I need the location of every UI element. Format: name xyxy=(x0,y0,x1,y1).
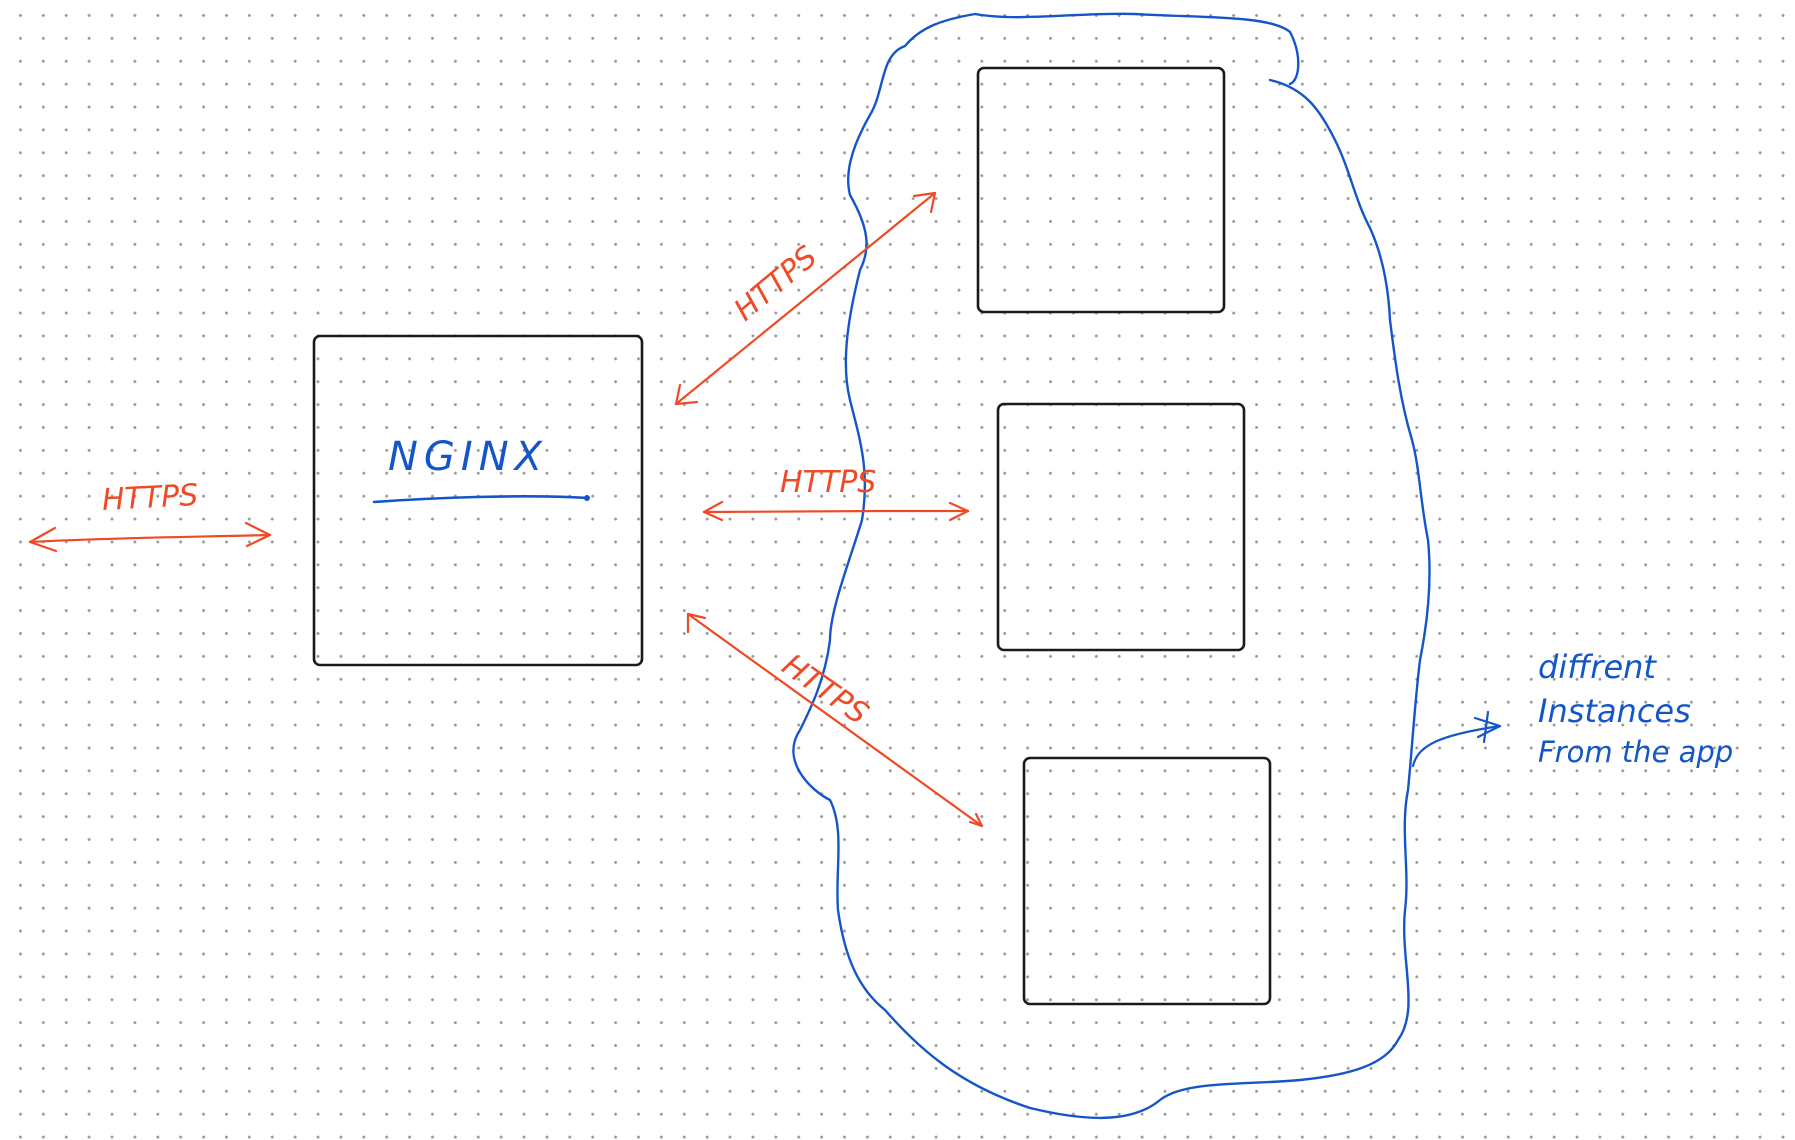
annotation-line-3: From the app xyxy=(1538,735,1733,769)
app-instance-box-middle xyxy=(996,402,1246,652)
instance-group-outline xyxy=(792,12,1431,1120)
nginx-underline-dot xyxy=(584,495,590,501)
nginx-label: NGINX xyxy=(388,434,548,480)
nginx-box xyxy=(312,334,644,667)
annotation-line-1: diffrent xyxy=(1538,648,1657,686)
annotation-pointer-arrow xyxy=(1411,710,1502,768)
nginx-underline xyxy=(372,495,589,504)
annotation-line-2: Instances xyxy=(1538,692,1691,730)
client-https-label: HTTPS xyxy=(101,478,199,518)
https-label-bottom: HTTPS xyxy=(775,648,874,732)
https-label-middle: HTTPS xyxy=(780,465,876,500)
app-instance-box-bottom xyxy=(1022,756,1272,1006)
https-arrow-to-middle-instance xyxy=(702,500,970,522)
client-https-arrow xyxy=(28,521,272,553)
app-instance-box-top xyxy=(976,66,1226,314)
https-arrow-to-top-instance xyxy=(674,191,937,406)
https-label-top: HTTPS xyxy=(728,239,824,328)
https-arrow-to-bottom-instance xyxy=(686,612,984,828)
